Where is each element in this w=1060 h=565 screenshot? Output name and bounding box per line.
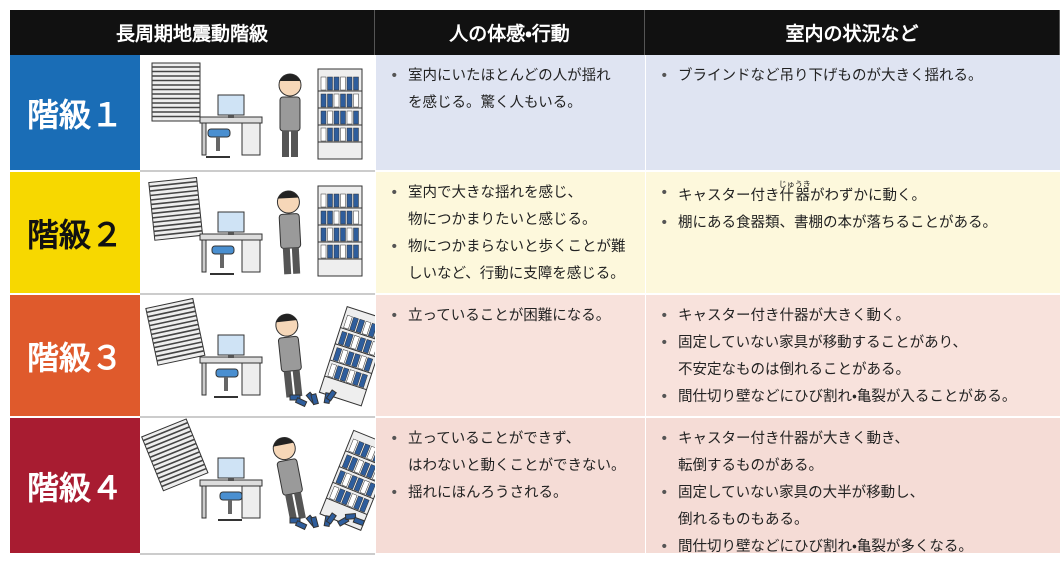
level-label: 階級２ [10, 172, 140, 295]
bullet-item: キャスター付き什器が大きく動く。 [660, 303, 1050, 330]
text-line: を感じる。驚く人もいる。 [408, 95, 582, 111]
text-part: キャスター付き [678, 188, 780, 204]
text-line: 間仕切り壁などにひび割れ・亀裂が入ることがある。 [678, 389, 1017, 405]
text-line: 不安定なものは倒れることがある。 [678, 362, 910, 378]
text-line: 転倒するものがある。 [678, 458, 823, 474]
ruby-base: 什器 [778, 188, 811, 204]
bullet-item: ブラインドなど吊り下げものが大きく揺れる。 [660, 63, 1050, 90]
level-label: 階級３ [10, 295, 140, 418]
illustration [145, 297, 390, 408]
text-line: 固定していない家具が移動することがあり、 [678, 335, 967, 351]
room-cell: キャスター付き什器が大きく動く。固定していない家具が移動することがあり、不安定な… [645, 295, 1060, 418]
room-cell: ブラインドなど吊り下げものが大きく揺れる。 [645, 55, 1060, 172]
text-line: 物につかまりたいと感じる。 [408, 212, 597, 228]
sensation-cell: 室内で大きな揺れを感じ、物につかまりたいと感じる。物につかまらないと歩くことが難… [375, 172, 645, 295]
level-label: 階級１ [10, 55, 140, 172]
bullet-item: 室内で大きな揺れを感じ、物につかまりたいと感じる。 [390, 180, 635, 234]
text-line: 倒れるものもある。 [678, 512, 809, 528]
room-cell: キャスター付き什器が大きく動き、転倒するものがある。固定していない家具の大半が移… [645, 418, 1060, 561]
sensation-cell: 立っていることが困難になる。 [375, 295, 645, 418]
bullet-item: 揺れにほんろうされる。 [390, 480, 635, 507]
illustration-cell [140, 418, 396, 555]
bullet-item: 間仕切り壁などにひび割れ・亀裂が入ることがある。 [660, 384, 1050, 411]
bullet-item: 間仕切り壁などにひび割れ・亀裂が多くなる。 [660, 534, 1050, 561]
intensity-table: 長周期地震動階級 人の体感・行動 室内の状況など 階級１ 室内にいたほとんどの人… [10, 10, 1060, 561]
ruby-word: 什器じゅうき [778, 180, 811, 204]
text-line: 棚にある食器類、書棚の本が落ちることがある。 [678, 215, 997, 231]
text-line: 揺れにほんろうされる。 [408, 485, 568, 501]
illustration [148, 177, 363, 277]
room-cell: キャスター付き什器じゅうきがわずかに動く。棚にある食器類、書棚の本が落ちることが… [645, 172, 1060, 295]
text-line: 固定していない家具の大半が移動し、 [678, 485, 925, 501]
bullet-item: 棚にある食器類、書棚の本が落ちることがある。 [660, 210, 1050, 237]
text-line: しいなど、行動に支障を感じる。 [408, 266, 625, 282]
column-header: 長周期地震動階級 [10, 10, 375, 55]
illustration-cell [140, 172, 375, 295]
text-line: 物につかまらないと歩くことが難 [408, 239, 626, 255]
illustration [151, 62, 363, 160]
sensation-cell: 立っていることができず、はわないと動くことができない。揺れにほんろうされる。 [375, 418, 645, 555]
text-line: キャスター付き什器じゅうきがわずかに動く。 [678, 180, 1050, 210]
ruby-reading: じゅうき [778, 180, 811, 189]
text-line: ブラインドなど吊り下げものが大きく揺れる。 [678, 68, 983, 84]
text-line: キャスター付き什器が大きく動く。 [678, 308, 910, 324]
text-line: キャスター付き什器が大きく動き、 [678, 431, 909, 447]
level-label: 階級４ [10, 418, 140, 555]
text-part: がわずかに動く。 [810, 188, 926, 204]
illustration-cell [140, 295, 390, 418]
text-line: 室内にいたほとんどの人が揺れ [408, 68, 611, 84]
text-line: 立っていることができず、 [408, 431, 581, 447]
illustration-cell [140, 55, 375, 172]
bullet-item: 固定していない家具の大半が移動し、倒れるものもある。 [660, 480, 1050, 534]
bullet-item: 立っていることができず、はわないと動くことができない。 [390, 426, 635, 480]
column-header: 室内の状況など [645, 10, 1060, 55]
text-line: 立っていることが困難になる。 [408, 308, 611, 324]
bullet-item: 固定していない家具が移動することがあり、不安定なものは倒れることがある。 [660, 330, 1050, 384]
illustration [141, 418, 396, 531]
bullet-item: 立っていることが困難になる。 [390, 303, 635, 330]
bullet-item: キャスター付き什器じゅうきがわずかに動く。 [660, 180, 1050, 210]
text-line: はわないと動くことができない。 [408, 458, 626, 474]
column-header: 人の体感・行動 [375, 10, 645, 55]
text-line: 室内で大きな揺れを感じ、 [408, 185, 582, 201]
text-line: 間仕切り壁などにひび割れ・亀裂が多くなる。 [678, 539, 973, 555]
bullet-item: キャスター付き什器が大きく動き、転倒するものがある。 [660, 426, 1050, 480]
